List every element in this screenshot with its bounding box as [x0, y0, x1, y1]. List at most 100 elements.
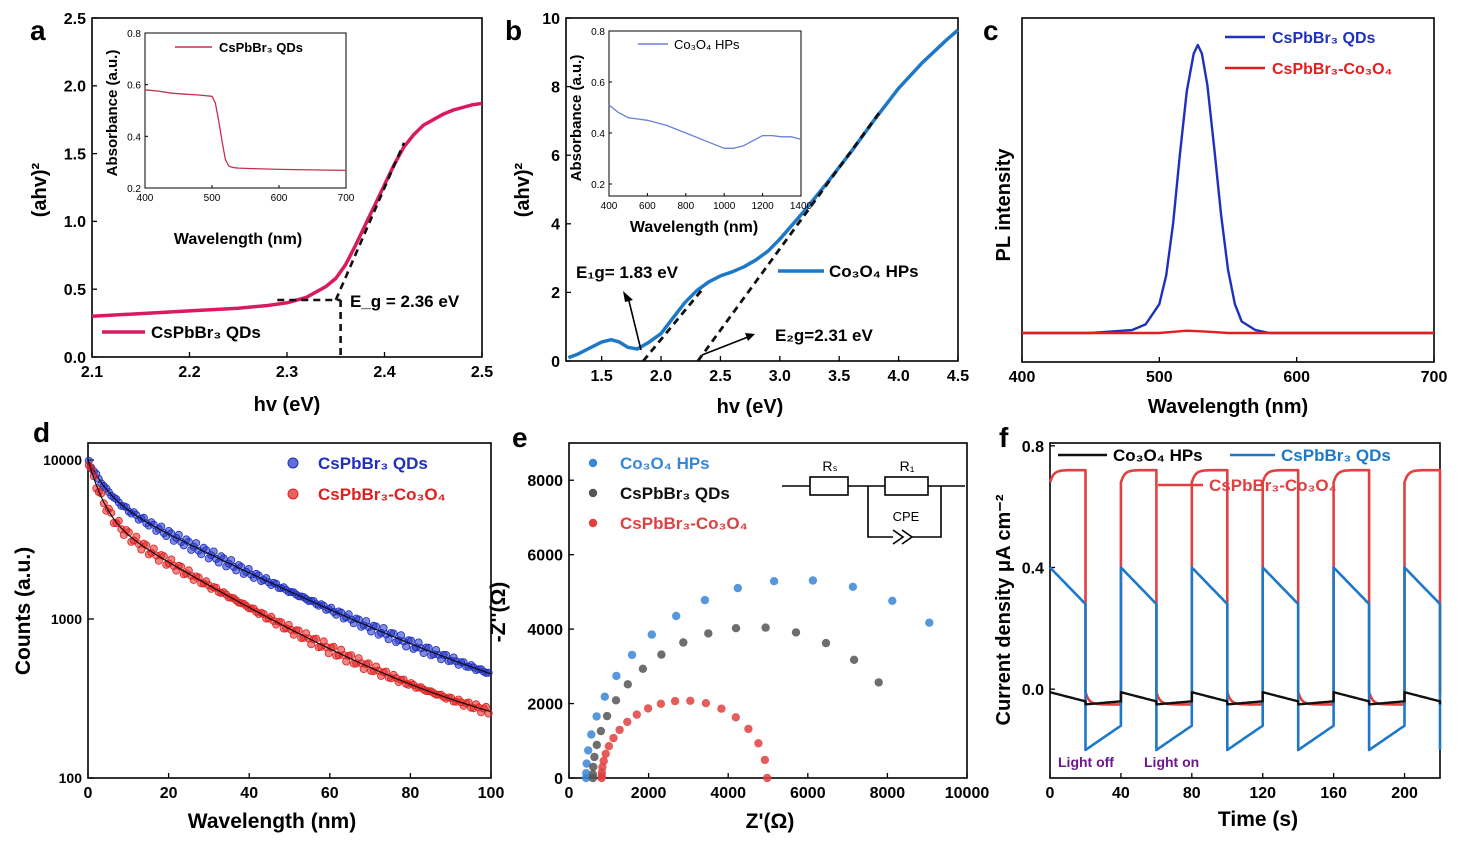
legend-label-f-2: CsPbBr₃-Co₃O₄ [1209, 476, 1337, 495]
y-axis-label-b: (ahv)² [512, 162, 534, 217]
series-c-1 [1022, 329, 1434, 335]
y-tick-label: 2.0 [64, 79, 86, 96]
data-point [731, 624, 741, 633]
legend-label-b: Co₃O₄ HPs [829, 262, 919, 281]
inset-y-tick-label: 0.6 [127, 81, 141, 92]
x-tick-label: 120 [1249, 785, 1276, 802]
data-point [601, 749, 610, 759]
y-tick-label: 1.0 [64, 214, 86, 231]
data-point [643, 704, 653, 713]
y-tick-label: 2.5 [64, 11, 86, 28]
x-tick-label: 10000 [945, 785, 990, 802]
y-axis-label-d: Counts (a.u.) [12, 547, 35, 675]
x-tick-label: 80 [1183, 785, 1201, 802]
x-tick-label: 100 [478, 785, 505, 802]
circuit-label-r1: R₁ [900, 458, 915, 474]
legend-marker-e-0 [588, 458, 598, 468]
x-tick-label: 500 [1146, 369, 1173, 386]
data-point [604, 742, 614, 751]
data-point [132, 532, 141, 541]
y-tick-label: 1000 [51, 611, 82, 627]
data-point [849, 655, 859, 664]
panel-label-d: d [33, 417, 50, 448]
panel-label-a: a [30, 15, 46, 46]
circuit-label-cpe: CPE [893, 509, 920, 524]
y-axis-label-a: (ahv)² [29, 162, 51, 217]
x-axis-label-b: hv (eV) [717, 396, 784, 418]
arrow-e1g [627, 296, 642, 351]
y-tick-label: 0.8 [1022, 439, 1044, 456]
series-f-black [1049, 691, 1442, 706]
panel-label-f: f [999, 422, 1009, 453]
panel-label-e: e [512, 422, 528, 453]
annotation-e2g: E₂g=2.31 eV [775, 326, 873, 345]
y-tick-label: 2 [551, 285, 560, 302]
data-point [589, 762, 598, 772]
x-tick-label: 4.5 [947, 368, 969, 385]
data-point [701, 699, 711, 708]
y-tick-label: 0.0 [64, 350, 86, 367]
x-tick-label: 6000 [790, 785, 826, 802]
legend-label-e-0: Co₃O₄ HPs [620, 454, 710, 473]
x-tick-label: 1.5 [591, 368, 613, 385]
data-point [638, 664, 648, 673]
x-tick-label: 0 [84, 785, 93, 802]
arrow-e2g [701, 336, 749, 356]
data-point [632, 710, 641, 719]
data-point [670, 696, 680, 706]
inset-y-tick-label: 0.2 [591, 180, 605, 191]
fit-line-b-2 [696, 109, 882, 362]
plot-frame-c [1021, 17, 1435, 363]
y-tick-label: 0 [551, 354, 560, 371]
x-tick-label: 700 [1421, 369, 1448, 386]
data-point [209, 547, 218, 556]
data-point [592, 712, 601, 721]
inset-frame-b [608, 30, 802, 197]
inset-legend-label-b: Co₃O₄ HPs [674, 37, 740, 52]
data-point [107, 508, 116, 517]
legend-marker-d-0 [287, 457, 299, 469]
resistor-rs [809, 476, 849, 496]
inset-y-tick-label: 0.6 [591, 78, 605, 89]
y-tick-label: 0.4 [1022, 561, 1044, 578]
inset-x-label-b: Wavelength (nm) [630, 219, 758, 236]
data-point [615, 725, 624, 735]
inset-y-tick-label: 0.4 [127, 132, 141, 143]
y-axis-label-f: Current density μA cm⁻² [993, 494, 1015, 725]
series-a-cspbbr3 [91, 101, 483, 319]
series-c-0 [1022, 43, 1434, 335]
legend-marker-e-1 [588, 488, 598, 498]
data-point [761, 623, 770, 632]
data-point [623, 717, 632, 727]
data-point [731, 713, 740, 722]
y-tick-label: 10 [542, 11, 560, 28]
data-point [874, 678, 883, 687]
x-tick-label: 60 [321, 785, 339, 802]
y-tick-label: 4000 [527, 622, 563, 639]
inset-legend-label-a: CsPbBr₃ QDs [219, 40, 303, 55]
cpe-symbol [892, 529, 914, 545]
legend-label-f-0: Co₃O₄ HPs [1113, 446, 1203, 465]
y-tick-label: 0.0 [1022, 682, 1044, 699]
data-point [672, 611, 681, 621]
resistor-r1 [884, 476, 929, 496]
data-point [149, 544, 158, 553]
y-tick-label: 2000 [527, 696, 563, 713]
series-e-1 [588, 623, 883, 783]
series-d-0 [84, 456, 493, 677]
legend-label-c-1: CsPbBr₃-Co₃O₄ [1272, 61, 1392, 78]
data-point [848, 582, 858, 591]
x-axis-label-e: Z'(Ω) [746, 810, 795, 833]
data-point [679, 638, 688, 647]
data-point [925, 618, 934, 627]
data-point [821, 638, 831, 648]
annotation-light-off: Light off [1058, 754, 1114, 770]
fit-curve-d-1 [87, 459, 492, 713]
inset-x-tick-label: 700 [338, 193, 355, 204]
equivalent-circuit: Rₛ R₁ CPE [782, 458, 965, 545]
legend-label-e-2: CsPbBr₃-Co₃O₄ [620, 514, 748, 533]
x-tick-label: 80 [402, 785, 420, 802]
data-point [609, 733, 618, 743]
circuit-label-rs: Rₛ [822, 458, 837, 474]
panel-label-c: c [983, 15, 999, 46]
